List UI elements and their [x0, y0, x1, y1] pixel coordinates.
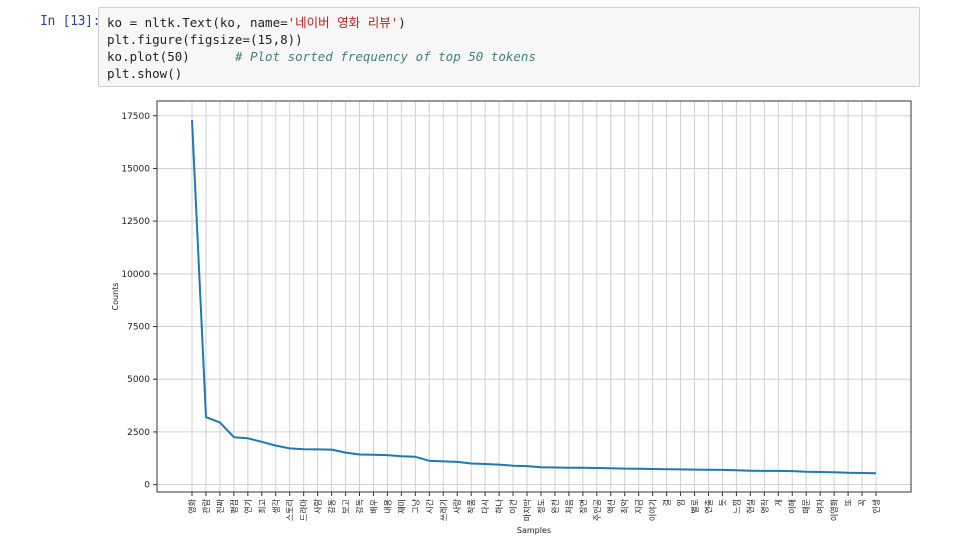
frequency-line-chart: 0 2500 5000 7500 10000 12500 15000 17500 영화 관람 진짜 평…	[111, 100, 912, 535]
x-tick-label: 사람	[314, 498, 323, 513]
x-tick-label: 감동	[327, 499, 337, 514]
x-tick-label: 현실	[745, 499, 755, 514]
x-axis-label: Samples	[517, 526, 551, 535]
x-tick-label: 생각	[271, 498, 281, 513]
y-tick-label: 12500	[121, 217, 150, 227]
y-tick-label: 5000	[127, 375, 150, 385]
y-axis-label: Counts	[111, 283, 120, 311]
x-tick-label: 액션	[606, 499, 616, 514]
x-tick-label: 여자	[815, 498, 825, 513]
x-tick-label: 시간	[424, 498, 434, 513]
x-tick-label: 꼭	[858, 499, 867, 506]
series-line	[191, 119, 877, 475]
plot-area	[157, 101, 911, 492]
x-tick-label: 그냥	[411, 498, 420, 513]
x-tick-label: 하나	[494, 498, 504, 513]
x-tick-label: 마지막	[522, 498, 532, 521]
x-tick-label: 쓰레기	[439, 499, 448, 521]
x-tick-label: 명작	[759, 498, 769, 513]
x-tick-label: 최악	[620, 498, 630, 513]
x-tick-label: 재미	[397, 499, 406, 514]
x-tick-label: 완전	[550, 499, 560, 514]
x-tick-label: 내용	[383, 499, 392, 514]
x-tick-label: 연출	[703, 499, 713, 514]
x-tick-label: 보고	[342, 499, 351, 514]
x-tick-label: 최고	[257, 499, 267, 514]
x-tick-label: 인생	[871, 499, 881, 514]
x-tick-label: 장면	[578, 499, 588, 514]
x-tick-label: 지금	[635, 499, 644, 514]
code-editor[interactable]: ko = nltk.Text(ko, name='네이버 영화 리뷰') plt…	[107, 14, 536, 82]
x-tick-label: 관람	[201, 498, 211, 513]
x-tick-label: 때문	[801, 499, 811, 514]
x-tick-label: 영화	[187, 498, 197, 513]
cell-output: 0 2500 5000 7500 10000 12500 15000 17500 영화 관람 진짜 평…	[98, 92, 920, 546]
code-cell[interactable]: ko = nltk.Text(ko, name='네이버 영화 리뷰') plt…	[98, 7, 920, 87]
x-tick-label: 별로	[690, 499, 700, 514]
x-tick-label: 이영화	[829, 498, 839, 521]
code-line: plt.show()	[107, 66, 183, 81]
x-tick-label: 임	[677, 499, 686, 506]
code-line: plt.figure(figsize=(15,8))	[107, 32, 303, 47]
code-comment: # Plot sorted frequency of top 50 tokens	[234, 49, 536, 64]
y-tick-label: 10000	[121, 270, 150, 280]
y-tick-label: 0	[144, 481, 150, 491]
x-tick-label: 스토리	[286, 499, 295, 521]
code-line: ko = nltk.Text(ko, name='네이버 영화 리뷰')	[107, 15, 406, 30]
input-prompt: In [13]:	[40, 14, 101, 29]
y-tick-label: 15000	[121, 164, 150, 174]
x-tick-label: 사랑	[452, 498, 462, 513]
x-tick-label: 감독	[355, 499, 365, 514]
x-tick-label: 정도	[536, 499, 546, 514]
x-tick-label: 이야기	[648, 499, 658, 521]
x-tick-label: 진짜	[215, 498, 225, 513]
x-tick-label: 듯	[718, 499, 727, 506]
x-tick-label: 평점	[229, 499, 239, 514]
x-tick-label: 주인공	[592, 499, 602, 521]
code-line: ko.plot(50) # Plot sorted frequency of t…	[107, 49, 536, 64]
x-tick-label: 다시	[481, 499, 490, 514]
y-tick-label: 17500	[121, 112, 150, 122]
x-tick-label: 이해	[787, 499, 797, 514]
x-tick-label: 게	[773, 499, 783, 506]
plot-frame	[156, 100, 912, 493]
x-tick-label: 느낌	[731, 499, 741, 514]
x-tick-label: 드라마	[300, 498, 309, 521]
x-tick-label: 배우	[369, 499, 378, 514]
x-tick-label: 걸	[663, 499, 672, 506]
x-tick-label: 이건	[508, 499, 518, 514]
x-tick-label: 작품	[466, 499, 476, 514]
x-tick-label: 연기	[244, 499, 253, 514]
y-tick-label: 2500	[127, 428, 150, 438]
x-tick-label: 또	[844, 499, 853, 506]
y-tick-label: 7500	[127, 323, 150, 333]
x-tick-label: 처음	[565, 499, 574, 514]
